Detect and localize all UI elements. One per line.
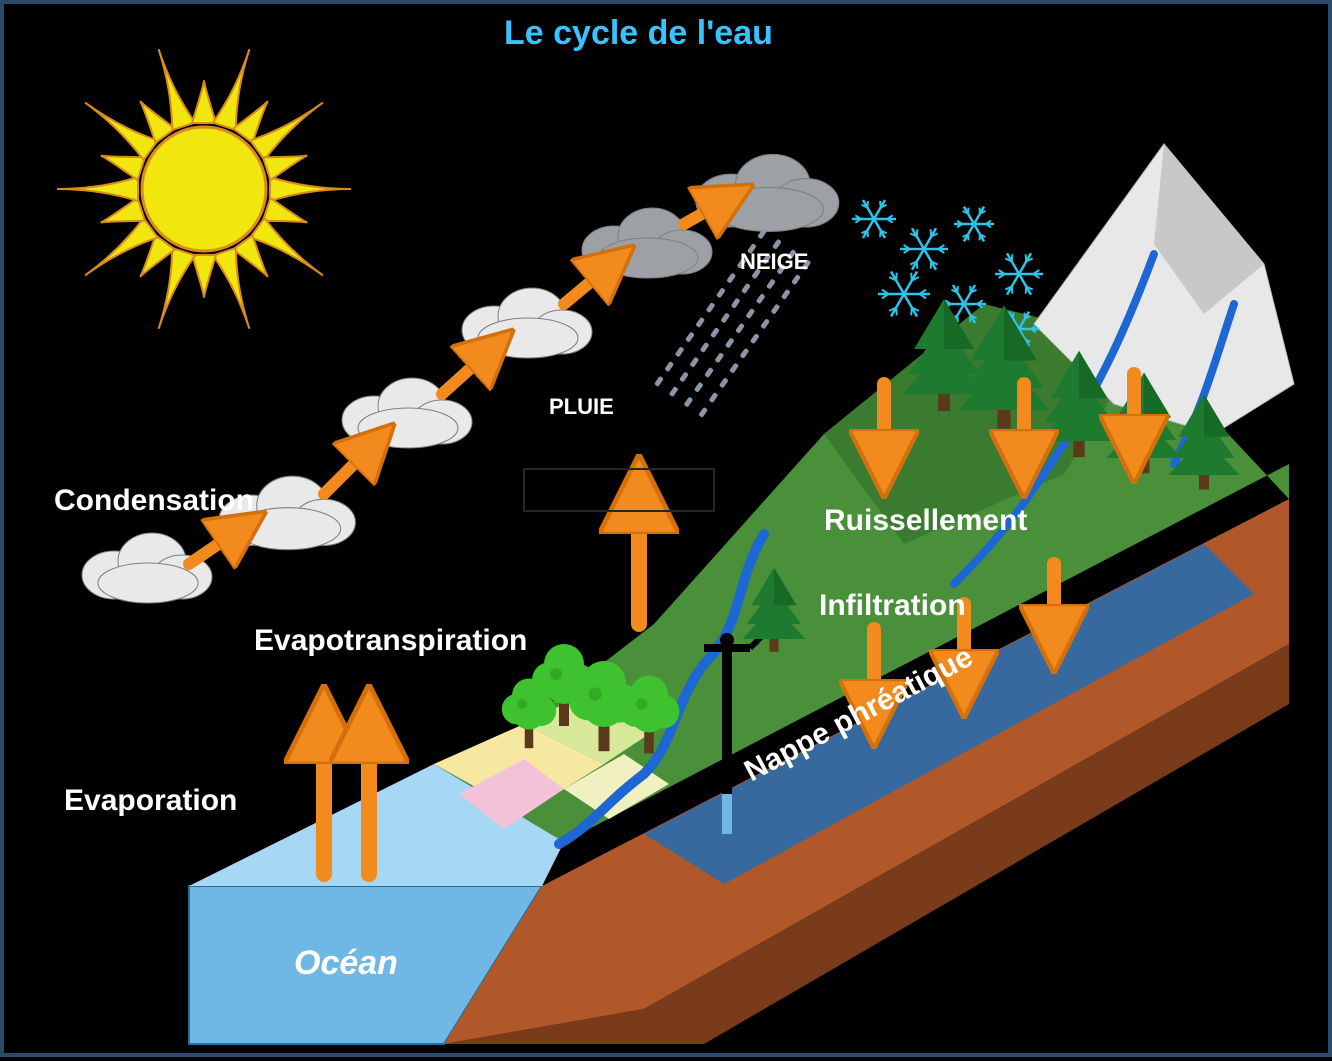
label-neige: NEIGE [740,249,808,275]
label-ocean: Océan [294,944,398,983]
snowflake-icon [995,253,1043,295]
label-infiltration: Infiltration [819,589,966,623]
flow-arrow [189,528,242,564]
snowflake-icon [852,200,896,238]
sun-icon [57,49,351,329]
label-evapotranspiration: Evapotranspiration [254,624,527,658]
label-ruissellement: Ruissellement [824,504,1027,538]
label-condensation: Condensation [54,484,254,518]
cloud-icon [696,154,839,231]
terrain [189,144,1294,1044]
label-evaporation: Evaporation [64,784,237,818]
snowflake-icon [954,207,994,242]
label-pluie: PLUIE [549,394,614,420]
diagram-title: Le cycle de l'eau [504,14,773,53]
flow-arrow [564,264,612,304]
flow-arrow [324,444,374,494]
snowflake-icon [878,271,930,316]
diagram-canvas [4,4,1332,1061]
snowflake-icon [900,228,948,270]
flow-arrow [442,349,492,394]
